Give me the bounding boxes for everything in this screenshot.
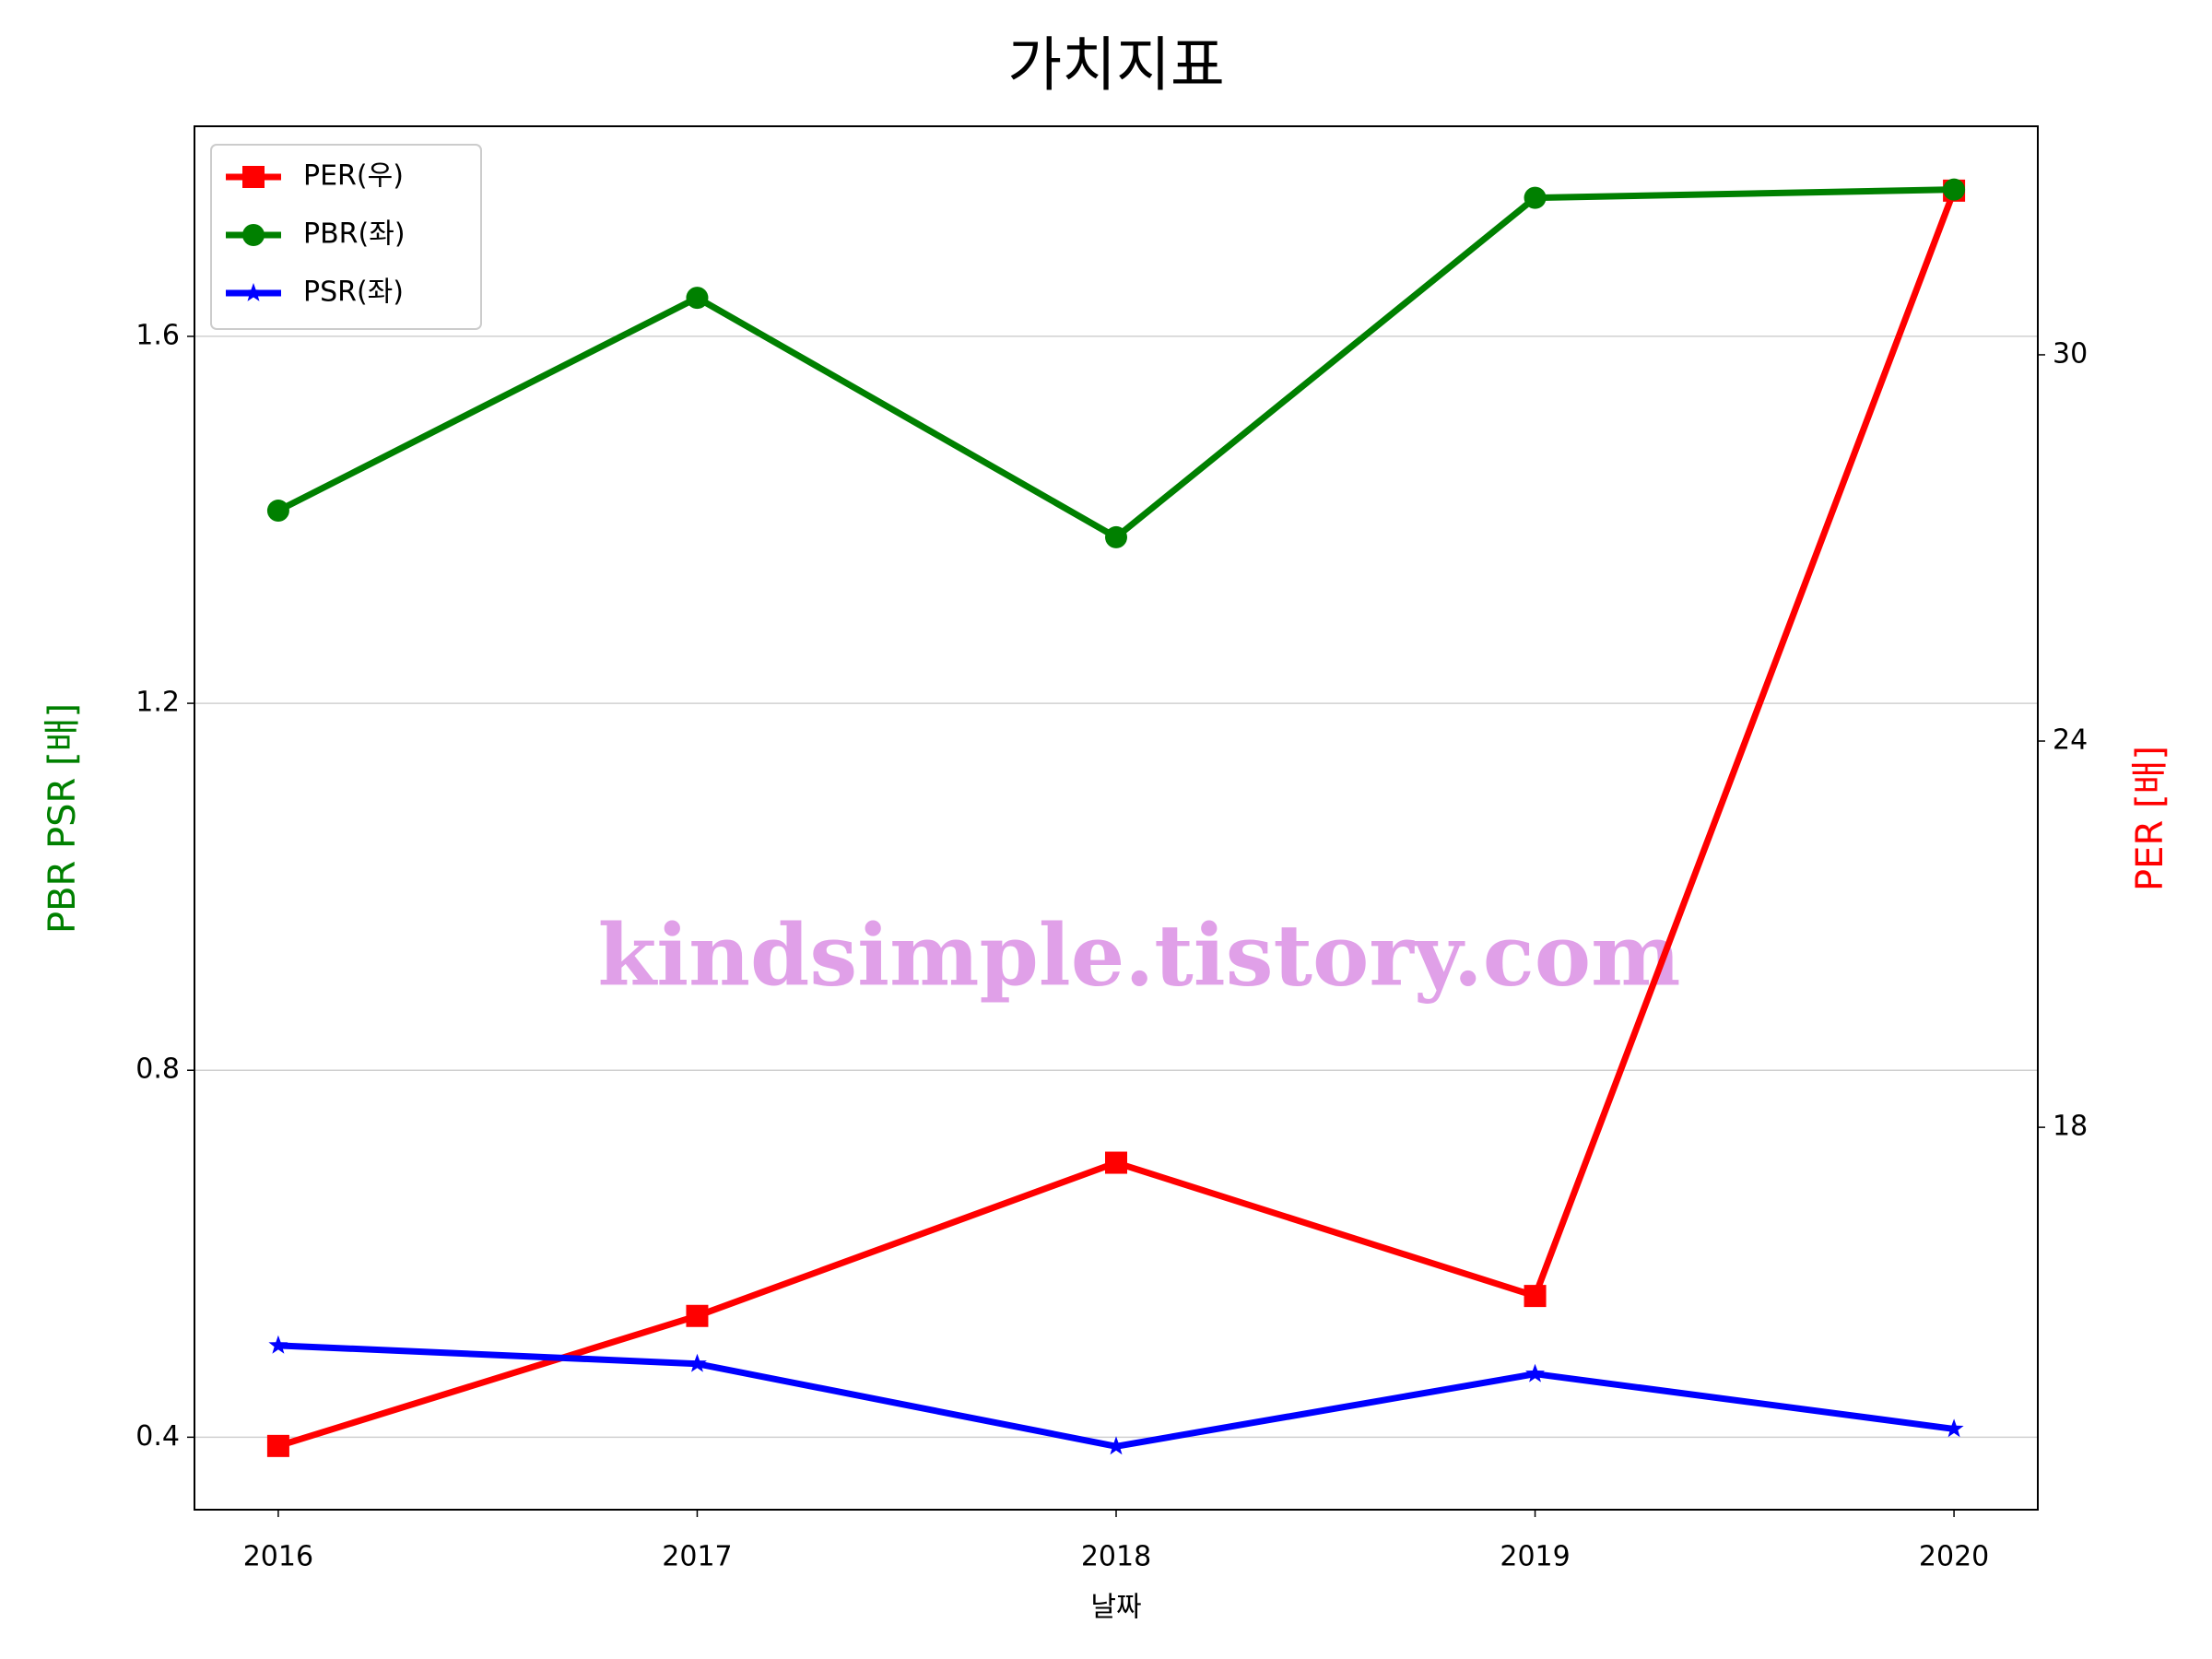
- marker: [243, 283, 264, 301]
- plot-frame: [194, 125, 2039, 1511]
- x-tick-label: 2016: [243, 1541, 313, 1573]
- legend-label: PER(우): [303, 160, 404, 193]
- marker: [688, 1353, 707, 1372]
- y2-axis-label: PER [배]: [2129, 746, 2171, 891]
- marker: [1943, 178, 1966, 201]
- x-tick-label: 2019: [1500, 1541, 1570, 1573]
- marker: [266, 500, 289, 523]
- marker: [1524, 186, 1547, 209]
- marker: [268, 1335, 288, 1354]
- series: [266, 178, 1966, 548]
- y2-tick-label: 18: [2053, 1111, 2088, 1143]
- marker: [1524, 1285, 1547, 1308]
- marker: [242, 224, 265, 246]
- legend-label: PSR(좌): [303, 276, 404, 309]
- x-axis-label: 날짜: [1090, 1592, 1141, 1624]
- y-tick-label: 1.2: [135, 687, 180, 719]
- marker: [1944, 1418, 1964, 1438]
- marker: [1525, 1363, 1545, 1382]
- marker: [242, 166, 265, 188]
- y-tick-label: 0.4: [135, 1420, 180, 1453]
- x-tick-label: 2018: [1081, 1541, 1151, 1573]
- marker: [266, 1434, 289, 1457]
- legend: PER(우) PBR(좌) PSR(좌): [210, 144, 482, 330]
- legend-box: [210, 144, 482, 330]
- y2-tick-label: 24: [2053, 724, 2088, 757]
- y-axis-label: PBR PSR [배]: [41, 703, 84, 934]
- chart-title: 가치지표: [1007, 32, 1225, 100]
- marker: [1105, 525, 1127, 548]
- x-tick-label: 2017: [662, 1541, 732, 1573]
- series: [268, 1335, 1964, 1455]
- legend-label: PBR(좌): [303, 218, 406, 251]
- watermark: kindsimple.tistory.com: [597, 906, 1680, 1006]
- y2-tick-label: 30: [2053, 337, 2088, 370]
- marker: [686, 1304, 709, 1327]
- marker: [1105, 1151, 1127, 1174]
- marker: [686, 287, 709, 310]
- marker: [1106, 1436, 1126, 1455]
- y-tick-label: 1.6: [135, 319, 180, 351]
- x-tick-label: 2020: [1919, 1541, 1989, 1573]
- y-tick-label: 0.8: [135, 1053, 180, 1086]
